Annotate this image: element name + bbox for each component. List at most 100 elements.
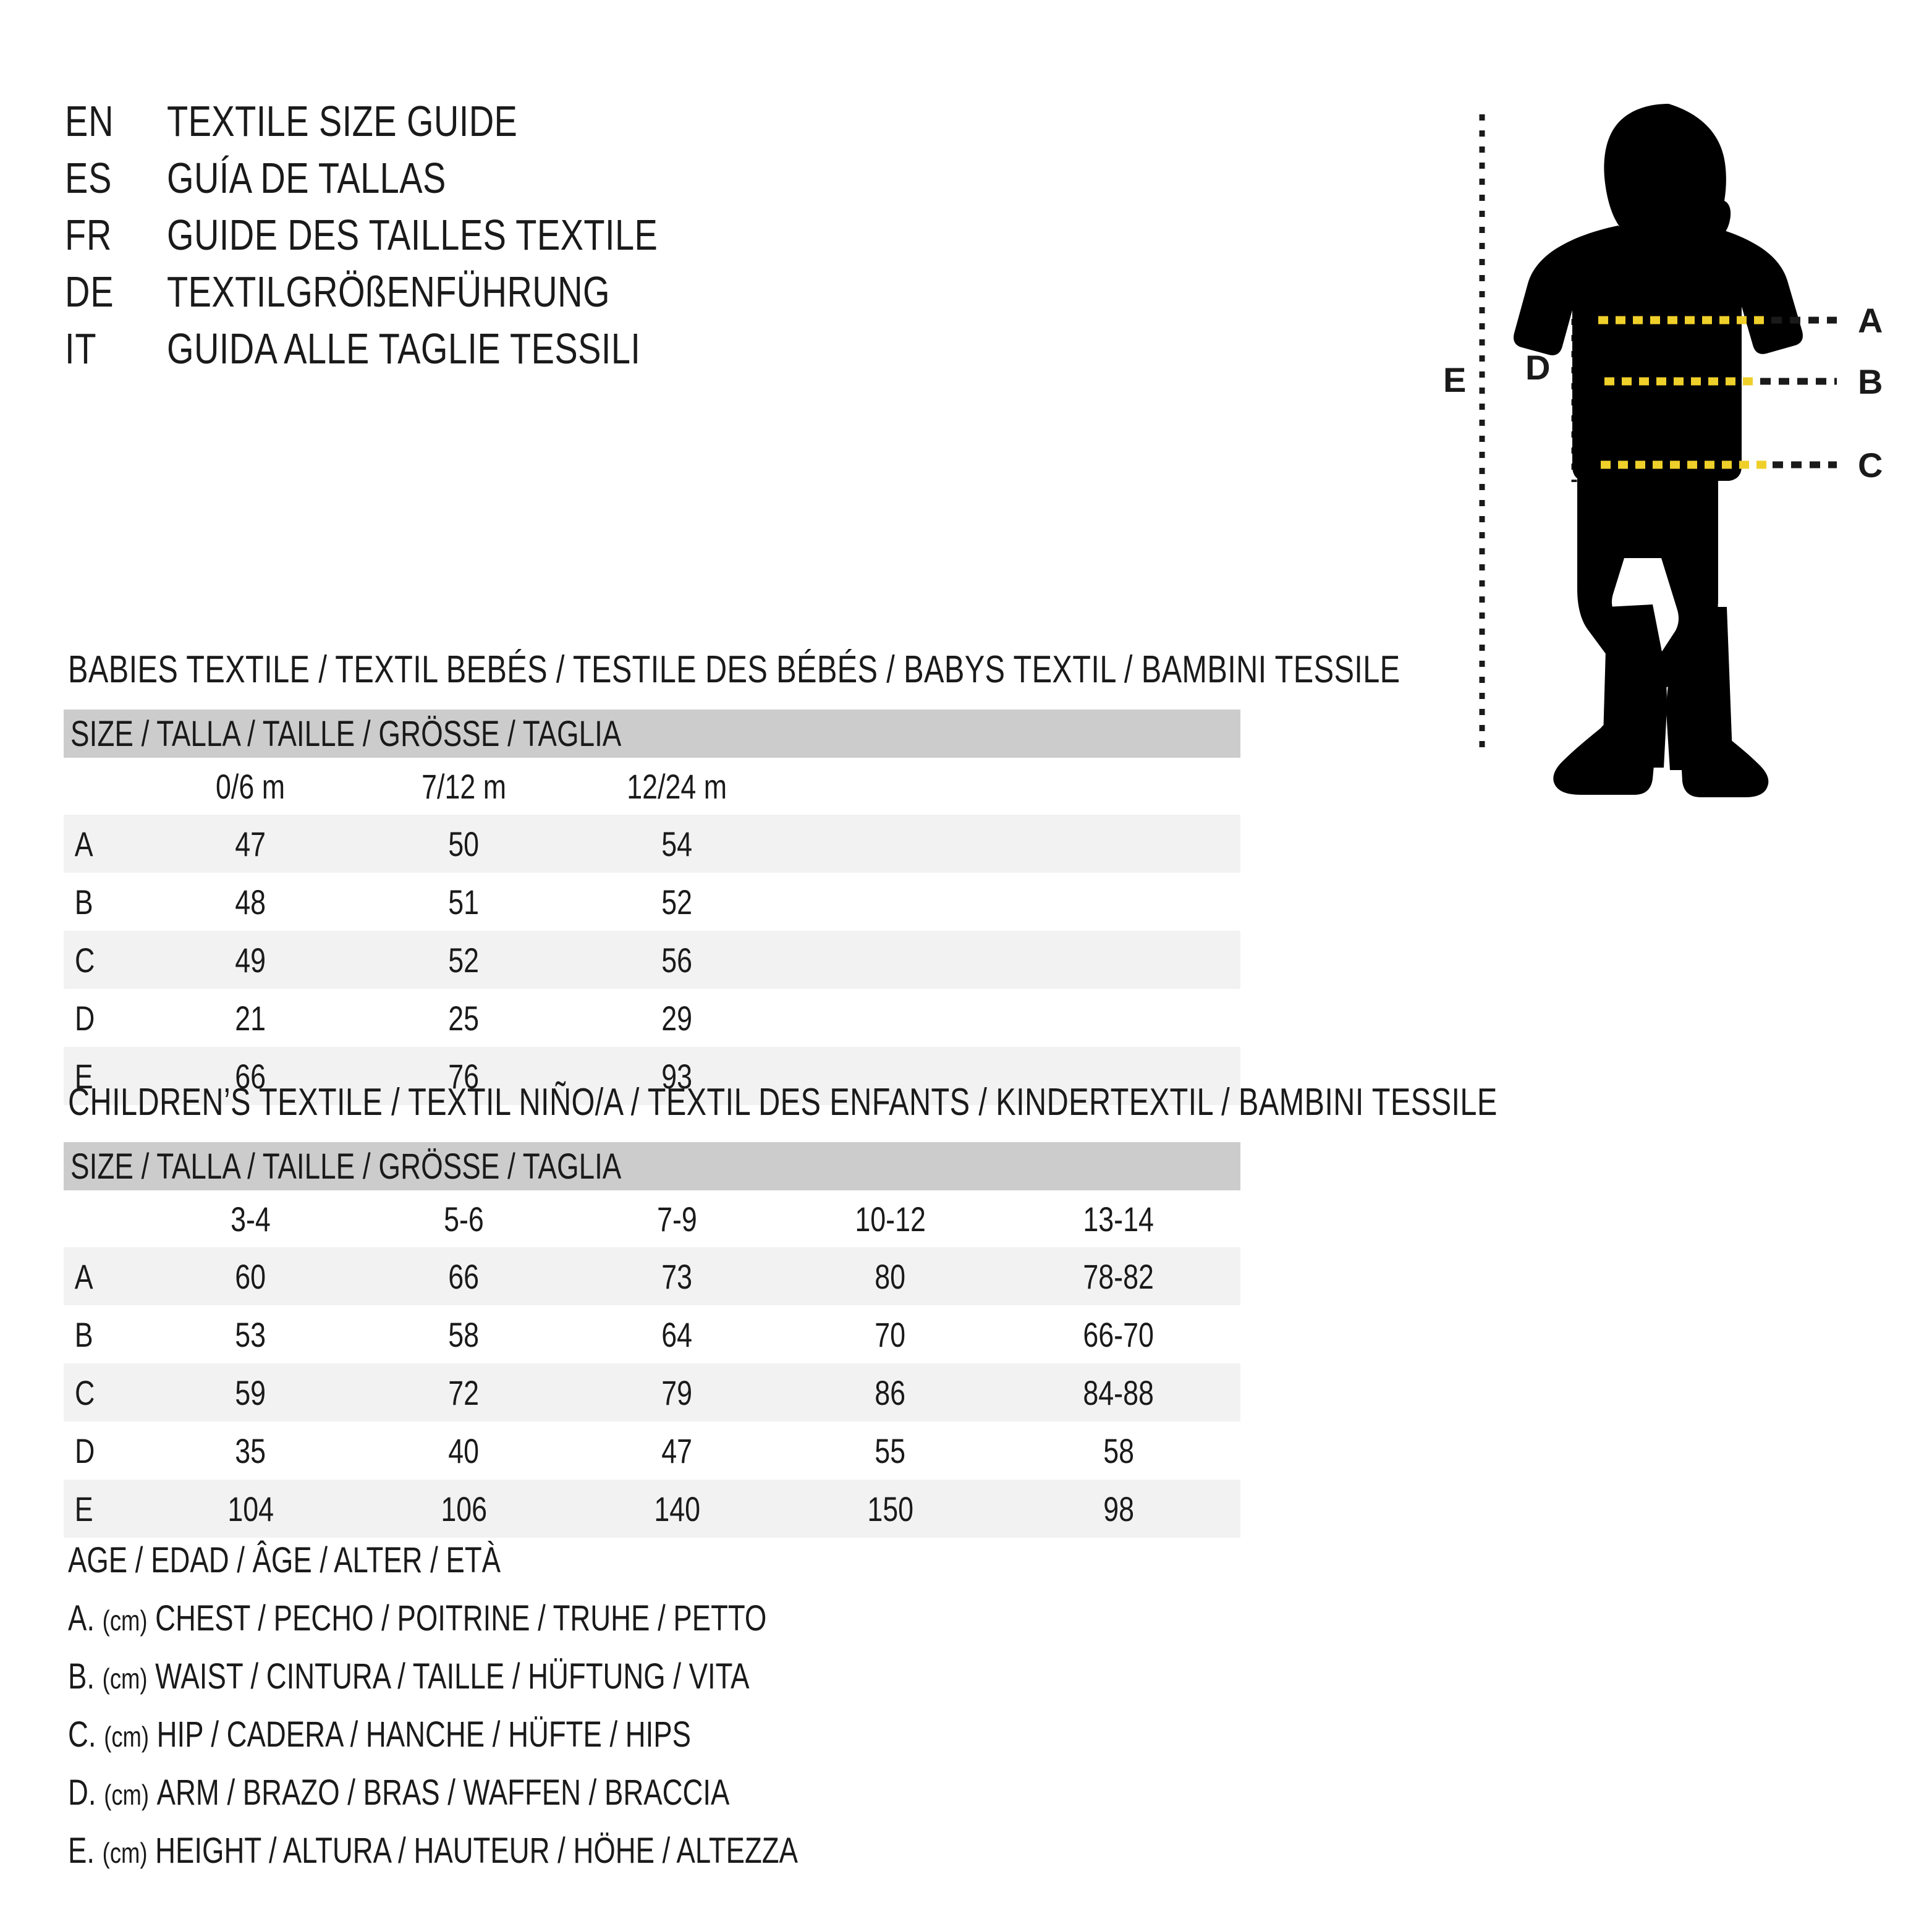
- legend-text: WAIST / CINTURA / TAILLE / HÜFTUNG / VIT…: [155, 1656, 750, 1697]
- table-cell: 58: [997, 1421, 1241, 1480]
- legend-unit: (cm): [104, 1779, 149, 1811]
- row-label-cell: C: [64, 1363, 144, 1421]
- language-code-it: IT: [65, 324, 97, 373]
- table-row: B 53 58 64 70 66-70: [64, 1305, 1241, 1363]
- legend-text: HIP / CADERA / HANCHE / HÜFTE / HIPS: [156, 1714, 692, 1755]
- table-cell: 52: [357, 931, 570, 989]
- table-cell: 52: [570, 873, 784, 931]
- language-code-en: EN: [65, 97, 114, 145]
- table-cell: 76: [357, 1047, 570, 1105]
- spacer-cell: [784, 989, 1241, 1047]
- row-label-cell: D: [64, 989, 144, 1047]
- children-header-bar-label: SIZE / TALLA / TAILLE / GRÖSSE / TAGLIA: [70, 1146, 622, 1187]
- language-header-block: EN TEXTILE SIZE GUIDE ES GUÍA DE TALLAS …: [65, 93, 992, 377]
- table-header-bar: SIZE / TALLA / TAILLE / GRÖSSE / TAGLIA: [64, 1142, 1241, 1190]
- table-cell: 35: [144, 1421, 357, 1480]
- table-cell: 140: [570, 1480, 784, 1538]
- language-title-de: TEXTILGRÖßENFÜHRUNG: [167, 268, 610, 316]
- table-row: A 47 50 54: [64, 815, 1241, 873]
- legend-row: B. (cm) WAIST / CINTURA / TAILLE / HÜFTU…: [68, 1648, 1180, 1706]
- table-cell: 64: [570, 1305, 784, 1363]
- legend-key: A.: [68, 1598, 95, 1638]
- table-cell: 98: [997, 1480, 1241, 1538]
- legend-key: B.: [68, 1656, 95, 1697]
- babies-section-title: BABIES TEXTILE / TEXTIL BEBÉS / TESTILE …: [68, 648, 1400, 691]
- table-cell: 60: [144, 1247, 357, 1305]
- corner-cell: [64, 758, 144, 815]
- table-cell: 50: [357, 815, 570, 873]
- column-header-cell: 12/24 m: [570, 758, 784, 815]
- language-title-it: GUIDA ALLE TAGLIE TESSILI: [167, 324, 641, 373]
- table-cell: 40: [357, 1421, 570, 1480]
- babies-size-table: SIZE / TALLA / TAILLE / GRÖSSE / TAGLIA …: [64, 710, 1241, 1105]
- legend-unit: (cm): [102, 1663, 148, 1695]
- column-header-cell: 13-14: [997, 1190, 1241, 1247]
- corner-cell: [64, 1190, 144, 1247]
- arm-marker-label: D: [1525, 348, 1550, 387]
- legend-text: HEIGHT / ALTURA / HAUTEUR / HÖHE / ALTEZ…: [155, 1831, 798, 1871]
- column-header-cell: 7-9: [570, 1190, 784, 1247]
- table-cell: 54: [570, 815, 784, 873]
- row-label-cell: A: [64, 1247, 144, 1305]
- legend-item-a: A. (cm) CHEST / PECHO / POITRINE / TRUHE…: [68, 1590, 766, 1650]
- table-row: C 59 72 79 86 84-88: [64, 1363, 1241, 1421]
- legend-item-b: B. (cm) WAIST / CINTURA / TAILLE / HÜFTU…: [68, 1648, 749, 1708]
- table-cell: 104: [144, 1480, 357, 1538]
- row-label-cell: E: [64, 1047, 144, 1105]
- table-cell: 66: [144, 1047, 357, 1105]
- table-cell: 73: [570, 1247, 784, 1305]
- spacer-cell: [784, 1047, 1241, 1105]
- row-label-cell: A: [64, 815, 144, 873]
- table-cell: 72: [357, 1363, 570, 1421]
- legend-text: CHEST / PECHO / POITRINE / TRUHE / PETTO: [155, 1598, 767, 1638]
- child-silhouette-diagram: A B C D E: [1443, 104, 1883, 797]
- table-row: D 35 40 47 55 58: [64, 1421, 1241, 1480]
- column-header-cell: 3-4: [144, 1190, 357, 1247]
- children-section-title: CHILDREN’S TEXTILE / TEXTIL NIÑO/A / TEX…: [68, 1081, 1498, 1124]
- legend-item-d: D. (cm) ARM / BRAZO / BRAS / WAFFEN / BR…: [68, 1764, 729, 1824]
- table-cell: 58: [357, 1305, 570, 1363]
- legend-unit: (cm): [102, 1837, 148, 1869]
- legend-unit: (cm): [104, 1721, 149, 1753]
- table-cell: 150: [784, 1480, 997, 1538]
- table-cell: 53: [144, 1305, 357, 1363]
- table-row: C 49 52 56: [64, 931, 1241, 989]
- legend-text: ARM / BRAZO / BRAS / WAFFEN / BRACCIA: [156, 1773, 730, 1813]
- table-cell: 48: [144, 873, 357, 931]
- language-row: ES GUÍA DE TALLAS: [65, 150, 992, 206]
- table-row: B 48 51 52: [64, 873, 1241, 931]
- legend-item-c: C. (cm) HIP / CADERA / HANCHE / HÜFTE / …: [68, 1706, 691, 1766]
- child-body-silhouette: [1514, 104, 1803, 797]
- language-code-es: ES: [65, 154, 112, 202]
- language-row: FR GUIDE DES TAILLES TEXTILE: [65, 206, 992, 263]
- table-cell: 47: [144, 815, 357, 873]
- table-cell: 86: [784, 1363, 997, 1421]
- column-header-cell: 0/6 m: [144, 758, 357, 815]
- table-cell: 70: [784, 1305, 997, 1363]
- table-column-header-row: 0/6 m 7/12 m 12/24 m: [64, 758, 1241, 815]
- table-cell: 51: [357, 873, 570, 931]
- legend-row: D. (cm) ARM / BRAZO / BRAS / WAFFEN / BR…: [68, 1764, 1180, 1822]
- table-column-header-row: 3-4 5-6 7-9 10-12 13-14: [64, 1190, 1241, 1247]
- table-cell: 80: [784, 1247, 997, 1305]
- legend-key: E.: [68, 1831, 95, 1871]
- table-cell: 29: [570, 989, 784, 1047]
- table-cell: 106: [357, 1480, 570, 1538]
- language-row: IT GUIDA ALLE TAGLIE TESSILI: [65, 320, 992, 377]
- column-header-cell: 7/12 m: [357, 758, 570, 815]
- row-label-cell: D: [64, 1421, 144, 1480]
- table-cell: 59: [144, 1363, 357, 1421]
- table-cell: 66-70: [997, 1305, 1241, 1363]
- language-title-fr: GUIDE DES TAILLES TEXTILE: [167, 211, 658, 259]
- language-code-fr: FR: [65, 211, 112, 259]
- legend-item-e: E. (cm) HEIGHT / ALTURA / HAUTEUR / HÖHE…: [68, 1822, 798, 1882]
- table-cell: 25: [357, 989, 570, 1047]
- spacer-cell: [784, 873, 1241, 931]
- row-label-cell: C: [64, 931, 144, 989]
- table-header-bar: SIZE / TALLA / TAILLE / GRÖSSE / TAGLIA: [64, 710, 1241, 758]
- legend-key: D.: [68, 1773, 96, 1813]
- table-cell: 47: [570, 1421, 784, 1480]
- table-cell: 56: [570, 931, 784, 989]
- table-cell: 84-88: [997, 1363, 1241, 1421]
- legend-row: C. (cm) HIP / CADERA / HANCHE / HÜFTE / …: [68, 1706, 1180, 1764]
